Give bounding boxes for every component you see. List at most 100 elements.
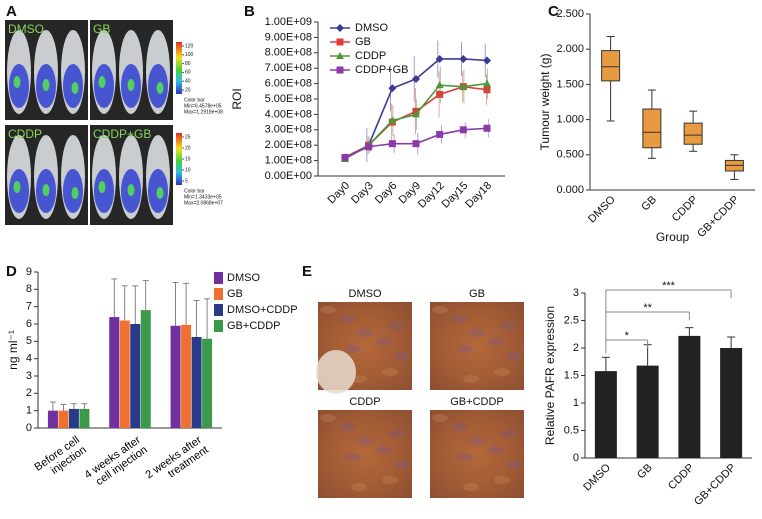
- colorbar: [176, 42, 182, 94]
- panel-label: E: [302, 263, 312, 280]
- marker: [412, 110, 420, 118]
- tissue-texture: [494, 476, 510, 484]
- colorbar: [176, 133, 182, 185]
- marker: [483, 86, 491, 94]
- x-tick-label: Day0: [326, 180, 353, 207]
- y-tick-label: 6: [26, 318, 32, 330]
- bar: [720, 348, 743, 458]
- tissue-texture: [463, 375, 479, 383]
- y-tick-label: 2: [573, 342, 579, 354]
- bar: [79, 408, 90, 428]
- colorbar-tick-label: 120: [185, 43, 194, 49]
- tissue-texture: [339, 315, 355, 323]
- tissue-texture: [394, 352, 410, 360]
- tissue-texture: [494, 368, 510, 376]
- bar: [191, 337, 202, 428]
- group-label: GB: [93, 22, 110, 36]
- y-tick-label: 7.00E+08: [265, 62, 312, 74]
- tissue-texture: [339, 423, 355, 431]
- y-tick-label: 0: [573, 452, 579, 464]
- marker: [459, 54, 468, 63]
- significance: *: [625, 330, 630, 342]
- marker: [459, 82, 468, 90]
- tissue-texture: [506, 352, 522, 360]
- colorbar-tick-label: 20: [185, 87, 191, 93]
- group-label: CDDP+GB: [93, 127, 151, 141]
- y-tick-label: 4: [26, 353, 32, 365]
- box: [601, 50, 621, 82]
- bar: [58, 410, 69, 428]
- colorbar-tick-label: 60: [185, 70, 191, 76]
- y-tick-label: 9: [26, 266, 32, 278]
- marker: [412, 74, 420, 83]
- tissue-texture: [394, 460, 410, 468]
- marker: [388, 116, 397, 124]
- colorbar-note: Max=2.0868e+07: [184, 200, 223, 206]
- tissue-texture: [320, 306, 336, 314]
- x-tick-label: CDDP: [666, 462, 697, 493]
- y-tick-label: 8.00E+08: [265, 47, 312, 59]
- tissue-texture: [457, 345, 473, 353]
- x-tick-label: GB: [635, 462, 655, 482]
- tissue-texture: [469, 437, 485, 445]
- y-tick-label: 5: [26, 335, 32, 347]
- bar: [636, 365, 659, 458]
- tissue-texture: [457, 453, 473, 461]
- y-tick-label: 5.00E+08: [265, 93, 312, 105]
- x-tick-label: Day6: [373, 180, 400, 207]
- tissue-texture: [463, 483, 479, 491]
- signal-hot: [127, 184, 135, 196]
- colorbar-tick-label: 15: [185, 156, 191, 162]
- y-axis-label: ROI: [230, 88, 244, 109]
- x-tick-label: Day18: [463, 180, 494, 211]
- marker: [388, 84, 397, 93]
- bar: [68, 408, 79, 428]
- marker: [436, 90, 444, 98]
- marker: [336, 24, 344, 32]
- stroma: [316, 350, 356, 394]
- x-tick-label: Day3: [349, 180, 376, 207]
- x-tick-label: CDDP: [670, 194, 701, 225]
- x-tick-label: GB+CDDP: [692, 462, 738, 508]
- y-axis-label: ng ml⁻¹: [6, 330, 20, 370]
- y-tick-label: 2.500: [556, 8, 584, 20]
- y-tick-label: 2: [26, 387, 32, 399]
- colorbar-tick-label: 25: [185, 134, 191, 140]
- y-tick-label: 1.00E+08: [265, 155, 312, 167]
- bar: [202, 338, 213, 428]
- group-label: CDDP: [8, 127, 42, 141]
- tissue-texture: [432, 306, 448, 314]
- y-tick-label: 2.5: [564, 314, 579, 326]
- tissue-texture: [345, 345, 361, 353]
- colorbar-note: Color bar: [184, 97, 205, 103]
- legend-label: DMSO: [227, 272, 260, 284]
- legend-label: DMSO: [355, 22, 388, 34]
- y-tick-label: 0.000: [556, 184, 584, 196]
- colorbar-note: Min=6.4578e+05: [184, 103, 222, 109]
- bar: [119, 320, 130, 428]
- signal-hot: [98, 181, 106, 193]
- bar: [47, 410, 58, 428]
- panel-label: D: [6, 263, 17, 280]
- marker: [336, 52, 344, 59]
- panel-label: A: [6, 3, 17, 20]
- tissue-texture: [382, 368, 398, 376]
- colorbar-note: Min=1.3433e+05: [184, 194, 222, 200]
- y-tick-label: 1.000: [556, 114, 584, 126]
- bar: [130, 324, 141, 428]
- y-tick-label: 2.00E+08: [265, 139, 312, 151]
- signal-hot: [156, 82, 164, 94]
- bar: [109, 317, 120, 428]
- image-label: GB: [469, 288, 485, 300]
- y-tick-label: 3: [26, 370, 32, 382]
- tissue-texture: [345, 453, 361, 461]
- legend-swatch: [214, 320, 223, 332]
- legend-label: DMSO+CDDP: [227, 304, 298, 316]
- tissue-texture: [376, 338, 392, 346]
- tissue-texture: [376, 446, 392, 454]
- signal-hot: [13, 181, 21, 193]
- ihc-photo: [430, 302, 524, 390]
- signal-hot: [156, 187, 164, 199]
- colorbar-tick-label: 10: [185, 167, 191, 173]
- tissue-texture: [382, 476, 398, 484]
